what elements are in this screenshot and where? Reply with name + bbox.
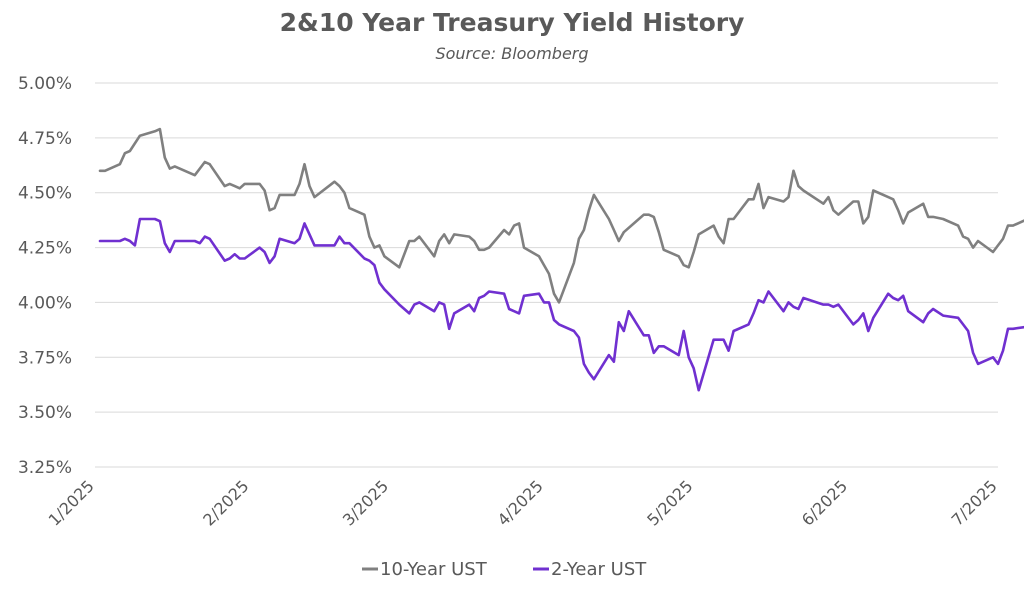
series-line-2y xyxy=(98,217,1024,392)
y-tick-label: 4.25% xyxy=(18,239,72,259)
y-tick-label: 3.25% xyxy=(18,458,72,478)
y-tick-label: 3.75% xyxy=(18,348,72,368)
series-line-10y xyxy=(98,127,1024,304)
gridlines xyxy=(95,82,998,468)
legend-label-10y: 10-Year UST xyxy=(380,559,488,580)
legend: 10-Year UST 2-Year UST xyxy=(362,559,647,580)
series-lines xyxy=(98,127,1024,392)
x-tick-label: 3/2025 xyxy=(339,476,392,529)
x-tick-label: 5/2025 xyxy=(643,476,696,529)
y-tick-label: 4.50% xyxy=(18,184,72,204)
x-tick-label: 7/2025 xyxy=(948,476,1001,529)
x-tick-label: 2/2025 xyxy=(199,476,252,529)
y-tick-label: 4.00% xyxy=(18,293,72,313)
y-tick-label: 4.75% xyxy=(18,129,72,149)
x-axis-ticks: 1/2025 2/2025 3/2025 4/2025 5/2025 6/2025 7/20… xyxy=(45,476,1001,529)
y-tick-label: 5.00% xyxy=(18,74,72,94)
x-tick-label: 1/2025 xyxy=(45,476,98,529)
x-tick-label: 4/2025 xyxy=(494,476,547,529)
chart-title: 2&10 Year Treasury Yield History xyxy=(279,8,745,37)
y-axis-ticks: 3.25% 3.50% 3.75% 4.00% 4.25% 4.50% 4.75% 5.00% xyxy=(18,74,72,478)
chart-subtitle: Source: Bloomberg xyxy=(435,44,589,63)
y-tick-label: 3.50% xyxy=(18,403,72,423)
x-tick-label: 6/2025 xyxy=(798,476,851,529)
legend-label-2y: 2-Year UST xyxy=(551,559,647,580)
